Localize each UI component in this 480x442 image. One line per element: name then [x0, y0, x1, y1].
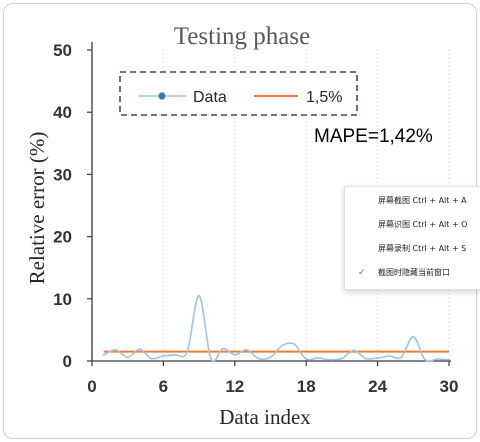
plot-axes	[87, 42, 451, 366]
data-point	[281, 344, 284, 347]
data-point	[400, 356, 403, 359]
data-point	[448, 358, 450, 361]
menu-item-screen-record[interactable]: 屏幕录制 Ctrl + Alt + S	[345, 239, 480, 259]
data-point	[103, 353, 105, 356]
data-point	[293, 343, 296, 346]
legend-data-marker	[157, 91, 167, 101]
data-point	[174, 353, 177, 356]
data-point	[162, 355, 165, 357]
data-point	[329, 358, 331, 361]
x-tick-label: 18	[297, 377, 316, 396]
checkmark-icon: ✓	[358, 268, 366, 278]
menu-item-screen-ocr[interactable]: 屏幕识图 Ctrl + Alt + O	[345, 215, 480, 235]
data-point	[352, 349, 355, 352]
data-point	[245, 348, 248, 351]
x-tick-label: 24	[368, 377, 387, 396]
data-point	[424, 358, 427, 361]
x-tick-label: 30	[440, 377, 459, 396]
series-layer	[103, 294, 450, 363]
data-point	[364, 357, 367, 360]
data-point	[376, 357, 379, 359]
data-point	[114, 348, 117, 351]
menu-item-label: 屏幕识图 Ctrl + Alt + O	[378, 220, 468, 229]
data-point	[126, 356, 129, 359]
y-tick-label: 0	[63, 352, 72, 371]
legend: Data 1,5%	[119, 71, 358, 116]
y-tick-label: 40	[53, 103, 72, 122]
data-point	[150, 357, 153, 360]
x-tick-labels: 0 6 12 18 24 30	[87, 377, 458, 396]
data-point	[257, 357, 260, 360]
y-tick-labels: 0 10 20 30 40 50	[53, 41, 72, 371]
x-axis-label: Data index	[219, 405, 311, 429]
data-point	[222, 347, 224, 350]
screenshot-context-menu: 屏幕截图 Ctrl + Alt + A 屏幕识图 Ctrl + Alt + O …	[344, 186, 480, 290]
x-tick-label: 0	[87, 377, 96, 396]
menu-item-label: 截图时隐藏当前窗口	[378, 268, 450, 277]
y-axis-label: Relative error (%)	[25, 132, 49, 285]
legend-threshold-label: 1,5%	[306, 89, 342, 106]
menu-item-hide-window[interactable]: ✓ 截图时隐藏当前窗口	[345, 263, 480, 283]
data-point	[412, 335, 415, 338]
x-tick-label: 12	[225, 377, 244, 396]
menu-item-label: 屏幕截图 Ctrl + Alt + A	[378, 196, 467, 205]
data-point	[269, 356, 272, 359]
data-point	[305, 358, 308, 360]
y-tick-label: 50	[53, 41, 72, 60]
legend-data-label: Data	[193, 89, 227, 106]
x-tick-label: 6	[159, 377, 168, 396]
y-tick-label: 20	[53, 228, 72, 247]
chart-title: Testing phase	[174, 23, 310, 50]
data-point	[210, 358, 212, 360]
data-point	[233, 353, 236, 356]
menu-item-label: 屏幕录制 Ctrl + Alt + S	[378, 244, 467, 253]
data-point	[138, 348, 141, 351]
menu-item-screen-capture[interactable]: 屏幕截图 Ctrl + Alt + A	[345, 191, 480, 211]
data-point	[317, 357, 319, 359]
mape-annotation: MAPE=1,42%	[314, 126, 433, 147]
data-point	[388, 355, 391, 357]
y-tick-label: 10	[53, 290, 72, 309]
data-point	[436, 358, 438, 360]
data-point	[341, 357, 343, 360]
data-point	[198, 294, 201, 297]
y-tick-label: 30	[53, 165, 72, 184]
data-point	[186, 350, 189, 353]
